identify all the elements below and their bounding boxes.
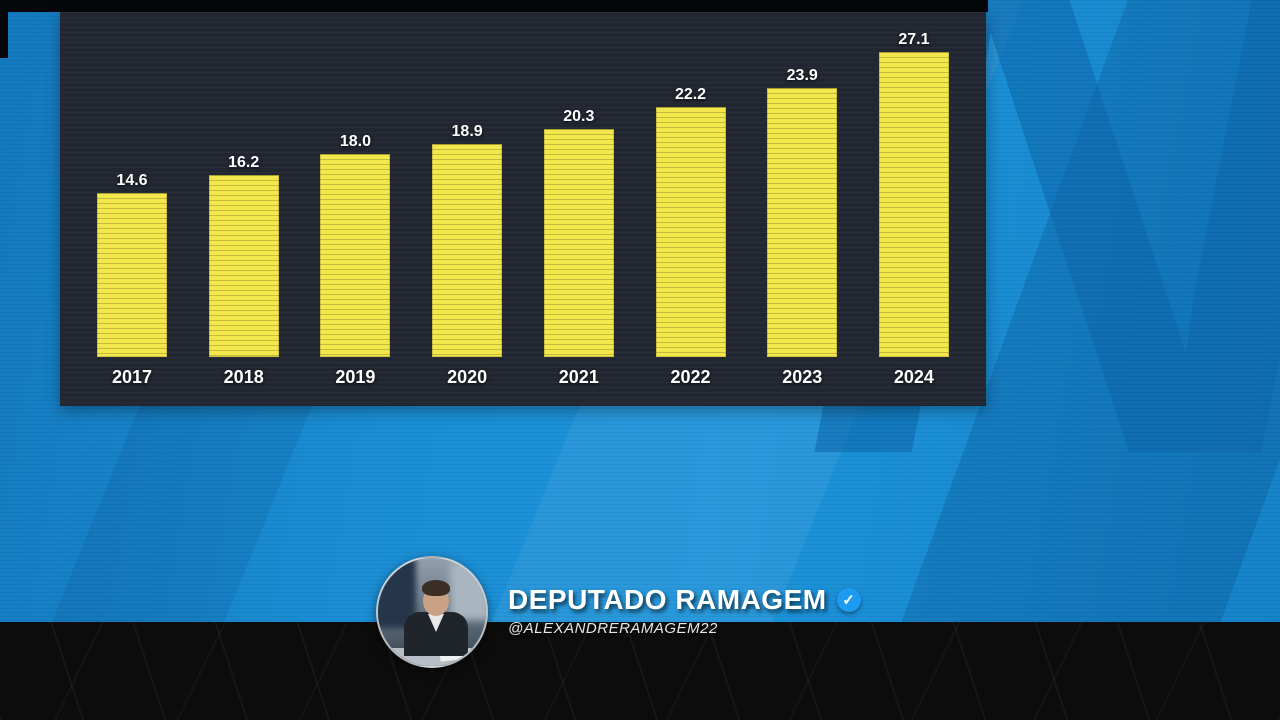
bar-value-label-2023: 23.9 [786,67,818,84]
chart-panel: 14.6 2017 16.2 2018 18.0 2019 18.9 2020 20.3 2021… [60,12,986,406]
verified-badge-icon: ✓ [836,588,861,612]
x-axis-label-2019: 2019 [335,367,376,387]
left-edge-strip [0,0,8,58]
attribution-text: DEPUTADO RAMAGEM ✓ @ALEXANDRERAMAGEM22 [508,556,861,668]
x-axis-label-2022: 2022 [670,367,711,387]
bar-group-2019: 18.0 2019 [317,12,393,406]
profile-name: DEPUTADO RAMAGEM [508,584,827,615]
attribution: DEPUTADO RAMAGEM ✓ @ALEXANDRERAMAGEM22 [376,556,861,668]
x-axis-label-2024: 2024 [893,367,934,387]
bar-value-label-2017: 14.6 [116,172,148,189]
bar-group-2021: 20.3 2021 [541,12,617,406]
avatar-hair [422,580,450,596]
bar-group-2020: 18.9 2020 [429,12,505,406]
bar-group-2024: 27.1 2024 [876,12,952,406]
avatar-background-shape [450,562,486,620]
bar-2023 [767,88,838,357]
bar-value-label-2020: 18.9 [451,123,483,140]
bar-2019 [320,154,391,357]
bar-value-label-2022: 22.2 [674,86,707,103]
x-axis-label-2020: 2020 [447,367,488,387]
bar-2018 [208,175,279,357]
bar-group-2018: 16.2 2018 [206,12,282,406]
x-axis-label-2018: 2018 [223,367,264,387]
profile-handle: @ALEXANDRERAMAGEM22 [508,620,718,637]
bar-2021 [543,129,614,357]
bar-value-label-2021: 20.3 [563,108,595,125]
top-black-strip [0,0,988,12]
bar-2017 [97,193,167,357]
bar-group-2022: 22.2 2022 [653,12,729,406]
bar-2020 [432,144,503,357]
bar-value-label-2024: 27.1 [898,31,930,48]
x-axis-label-2017: 2017 [111,367,153,387]
bar-value-label-2018: 16.2 [228,154,260,171]
bar-group-2017: 14.6 2017 [94,12,170,406]
avatar [376,556,488,668]
bar-2024 [878,52,949,357]
bar-value-label-2019: 18.0 [339,133,371,150]
x-axis-label-2021: 2021 [558,367,599,387]
bar-2022 [655,107,726,357]
bar-chart: 14.6 2017 16.2 2018 18.0 2019 18.9 2020 20.3 2021… [60,12,986,406]
profile-name-row: DEPUTADO RAMAGEM ✓ [508,584,861,616]
lower-third-background [0,622,1280,720]
bar-group-2023: 23.9 2023 [764,12,840,406]
x-axis-label-2023: 2023 [782,367,823,387]
